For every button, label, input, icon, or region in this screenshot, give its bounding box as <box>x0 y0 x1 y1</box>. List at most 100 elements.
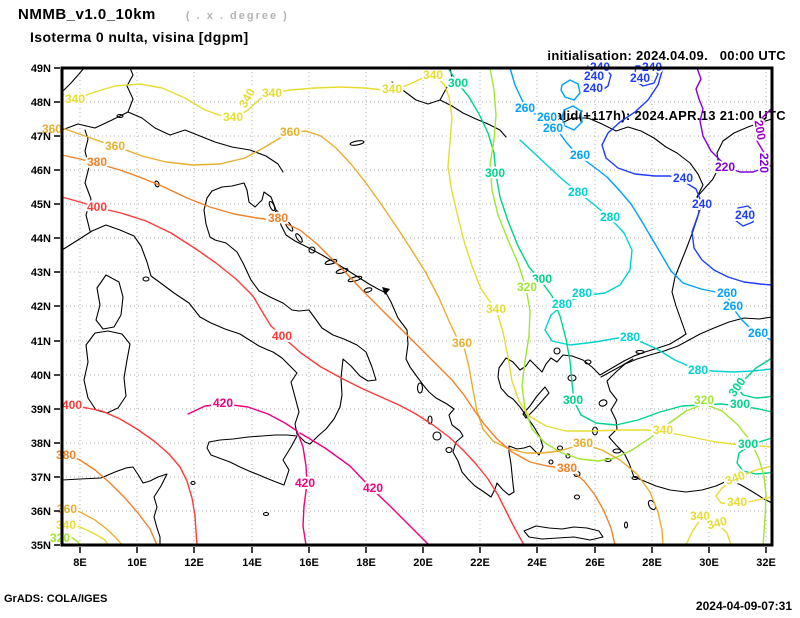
coastline <box>126 67 134 113</box>
lon-tick-label: 32E <box>756 557 776 569</box>
contour-label-360: 360 <box>452 336 472 350</box>
small-island <box>548 459 554 465</box>
contour-label-240: 240 <box>584 69 604 83</box>
contour-label-260: 260 <box>515 101 535 115</box>
contour-label-300: 300 <box>730 397 750 411</box>
contour-label-260: 260 <box>717 286 737 300</box>
contour-line-240 <box>734 205 756 227</box>
contour-line-420 <box>187 403 308 546</box>
island-coastline <box>83 330 131 414</box>
contour-line-260 <box>561 105 583 131</box>
coastline <box>61 111 284 173</box>
island-coastline <box>523 525 604 541</box>
small-island <box>553 347 561 355</box>
coastline <box>61 466 168 546</box>
contour-label-340: 340 <box>65 92 85 106</box>
small-island <box>154 180 160 188</box>
small-island <box>116 113 124 119</box>
header-left: NMMB_v1.0_10km ( . x . degree ) Isoterma … <box>18 6 289 45</box>
small-island <box>556 445 564 451</box>
coastline <box>61 182 687 498</box>
contour-line-320 <box>489 67 767 546</box>
contour-line-220 <box>695 67 773 173</box>
contour-label-340: 340 <box>262 86 282 100</box>
contour-line-300 <box>736 437 773 475</box>
lon-tick-label: 24E <box>527 557 547 569</box>
lat-tick-label: 42N <box>31 301 51 313</box>
small-island <box>190 480 196 486</box>
lon-tick-label: 18E <box>356 557 376 569</box>
contour-line-340 <box>61 520 109 546</box>
contour-label-400: 400 <box>87 200 107 214</box>
contour-line-360 <box>61 504 123 546</box>
lon-tick-label: 22E <box>470 557 490 569</box>
contour-line-300 <box>447 67 773 426</box>
lat-tick-label: 37N <box>31 472 51 484</box>
small-island <box>635 349 645 355</box>
contour-label-320: 320 <box>50 531 70 545</box>
small-island <box>295 233 303 243</box>
contour-line-260 <box>560 79 581 101</box>
lon-tick-label: 30E <box>699 557 719 569</box>
contour-label-360: 360 <box>280 125 300 139</box>
contour-label-340: 340 <box>653 423 673 437</box>
coastline <box>671 196 701 335</box>
lon-tick-label: 10E <box>127 557 147 569</box>
contour-line-420 <box>299 432 430 546</box>
coastline <box>439 99 507 138</box>
small-island <box>598 399 608 407</box>
lat-tick-label: 46N <box>31 165 51 177</box>
plot-subtitle: Isoterma 0 nulta, visina [dgpm] <box>30 29 249 45</box>
small-island <box>573 470 581 478</box>
contour-label-340: 340 <box>486 302 506 316</box>
contour-label-420: 420 <box>213 396 233 410</box>
contour-label-260: 260 <box>543 121 563 135</box>
lon-tick-label: 26E <box>585 557 605 569</box>
small-island <box>324 258 338 266</box>
contour-label-280: 280 <box>572 286 592 300</box>
contour-label-300: 300 <box>563 393 583 407</box>
contour-label-360: 360 <box>105 139 125 153</box>
small-island <box>631 475 639 481</box>
model-title: NMMB_v1.0_10km <box>18 6 156 23</box>
contour-line-240 <box>633 65 659 87</box>
small-island <box>445 446 453 454</box>
contour-label-380: 380 <box>56 448 76 462</box>
contour-label-380: 380 <box>268 211 288 225</box>
contour-label-400: 400 <box>62 398 82 412</box>
contour-label-240: 240 <box>673 171 693 185</box>
contour-label-260: 260 <box>570 148 590 162</box>
contour-label-340: 340 <box>223 110 243 124</box>
contour-line-340 <box>61 76 773 448</box>
contour-label-220: 220 <box>757 153 771 173</box>
coastline <box>84 129 92 232</box>
island-coastline <box>206 434 298 486</box>
coastline <box>606 339 773 504</box>
small-island <box>363 287 373 293</box>
lon-tick-label: 12E <box>184 557 204 569</box>
lat-tick-label: 39N <box>31 404 51 416</box>
contour-label-280: 280 <box>568 185 588 199</box>
small-island <box>347 275 363 283</box>
small-island <box>432 431 442 441</box>
contour-label-320: 320 <box>517 280 537 294</box>
contour-label-260: 260 <box>537 110 557 124</box>
contour-label-400: 400 <box>272 329 292 343</box>
contour-label-360: 360 <box>42 122 62 136</box>
initialisation-time: initialisation: 2024.04.09. 00:00 UTC <box>547 48 786 63</box>
grads-credit: GrADS: COLA/IGES <box>4 593 108 605</box>
lat-tick-label: 49N <box>31 63 51 75</box>
lat-tick-label: 36N <box>31 506 51 518</box>
small-island <box>349 140 365 146</box>
contour-line-380 <box>61 451 158 546</box>
island-coastline <box>95 274 124 330</box>
lat-tick-label: 47N <box>31 131 51 143</box>
grid-resolution-note: ( . x . degree ) <box>185 10 289 22</box>
contour-label-340: 340 <box>727 495 747 509</box>
small-island <box>142 276 150 282</box>
contour-label-240: 240 <box>630 71 650 85</box>
contour-line-340 <box>715 465 773 505</box>
lat-tick-label: 43N <box>31 267 51 279</box>
contour-label-280: 280 <box>620 330 640 344</box>
